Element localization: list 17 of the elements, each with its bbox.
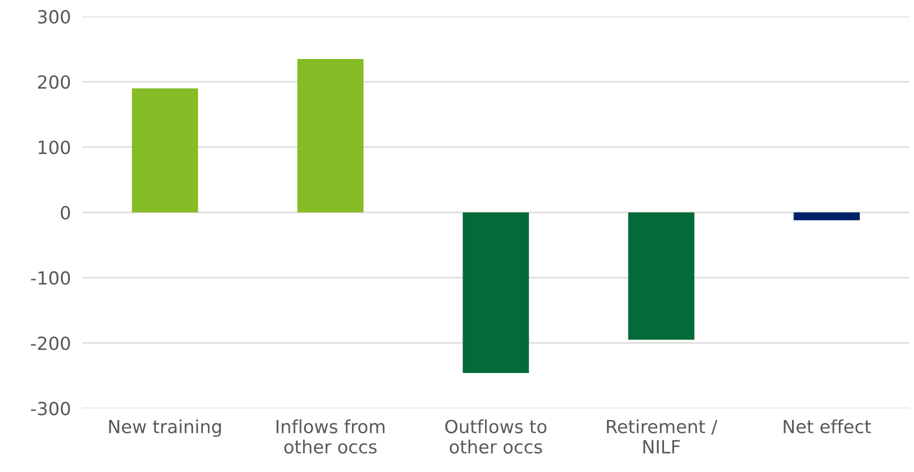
bar [297, 58, 364, 212]
bar [462, 212, 529, 374]
x-tick-label: Outflows to other occs [445, 419, 546, 454]
y-tick-label: 300 [38, 10, 70, 24]
y-tick-label: -100 [31, 271, 70, 285]
y-tick-label: -300 [31, 402, 70, 416]
x-tick-label: New training [109, 419, 221, 437]
bar [794, 212, 860, 220]
bar [628, 212, 694, 340]
y-tick-label: -200 [31, 336, 70, 350]
bar [132, 88, 198, 212]
x-tick-label: Retirement / NILF [607, 419, 718, 454]
y-tick-label: 0 [60, 206, 70, 220]
y-tick-label: 100 [38, 140, 70, 154]
y-tick-label: 200 [38, 75, 70, 89]
x-tick-label: Inflows from other occs [276, 419, 384, 454]
x-tick-label: Net effect [784, 419, 871, 434]
